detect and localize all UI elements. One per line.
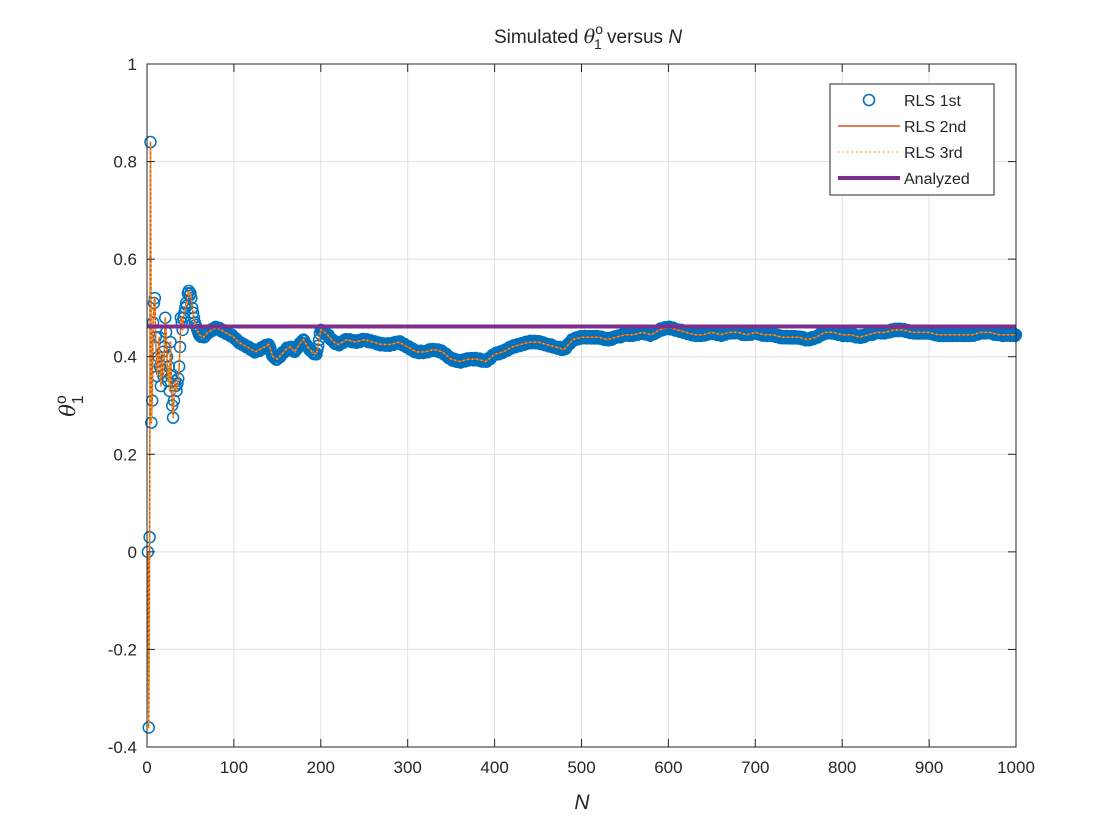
legend-label-rls-2nd: RLS 2nd <box>904 119 966 136</box>
x-tick-label: 700 <box>741 758 769 777</box>
y-tick-label: 0.4 <box>113 348 137 367</box>
x-tick-label: 0 <box>142 758 151 777</box>
x-tick-label: 900 <box>915 758 943 777</box>
legend: RLS 1st RLS 2nd RLS 3rd Analyzed <box>829 83 995 196</box>
y-tick-label: 0 <box>128 543 137 562</box>
x-tick-label: 600 <box>654 758 682 777</box>
x-tick-label: 300 <box>394 758 422 777</box>
rls-1st-marker <box>184 287 197 300</box>
y-tick-label: 1 <box>128 55 137 74</box>
legend-label-rls-3rd: RLS 3rd <box>904 145 963 162</box>
y-tick-label: 0.2 <box>113 445 137 464</box>
x-tick-label: 500 <box>567 758 595 777</box>
rls-1st-marker <box>186 306 200 320</box>
x-tick-label: 800 <box>828 758 856 777</box>
legend-label-analyzed: Analyzed <box>904 171 970 188</box>
legend-marker-rls-1st <box>862 93 876 107</box>
legend-label-rls-1st: RLS 1st <box>904 93 961 110</box>
x-tick-label: 400 <box>480 758 508 777</box>
y-axis-label: θo1 <box>53 395 87 417</box>
x-axis-label: N <box>574 791 590 814</box>
chart-title: Simulated θo 1 versus N <box>494 21 682 52</box>
x-tick-label: 200 <box>307 758 335 777</box>
series-layer <box>141 135 1023 734</box>
rls-1st-marker <box>182 284 195 298</box>
ticks <box>146 63 1017 748</box>
y-tick-label: -0.2 <box>108 640 137 659</box>
x-tick-label: 100 <box>220 758 248 777</box>
rls-1st-marker <box>311 339 325 352</box>
y-tick-label: 0.6 <box>113 250 137 269</box>
series-rls-3rd-line <box>147 142 1016 728</box>
rls-1st-marker <box>310 348 323 361</box>
y-tick-label: 0.8 <box>113 153 137 172</box>
x-tick-label: 1000 <box>997 758 1035 777</box>
y-tick-label: -0.4 <box>108 738 137 757</box>
tick-labels: 0 100 200 300 400 500 600 700 800 900 1000 -0.4 -0.2… <box>108 55 1035 777</box>
